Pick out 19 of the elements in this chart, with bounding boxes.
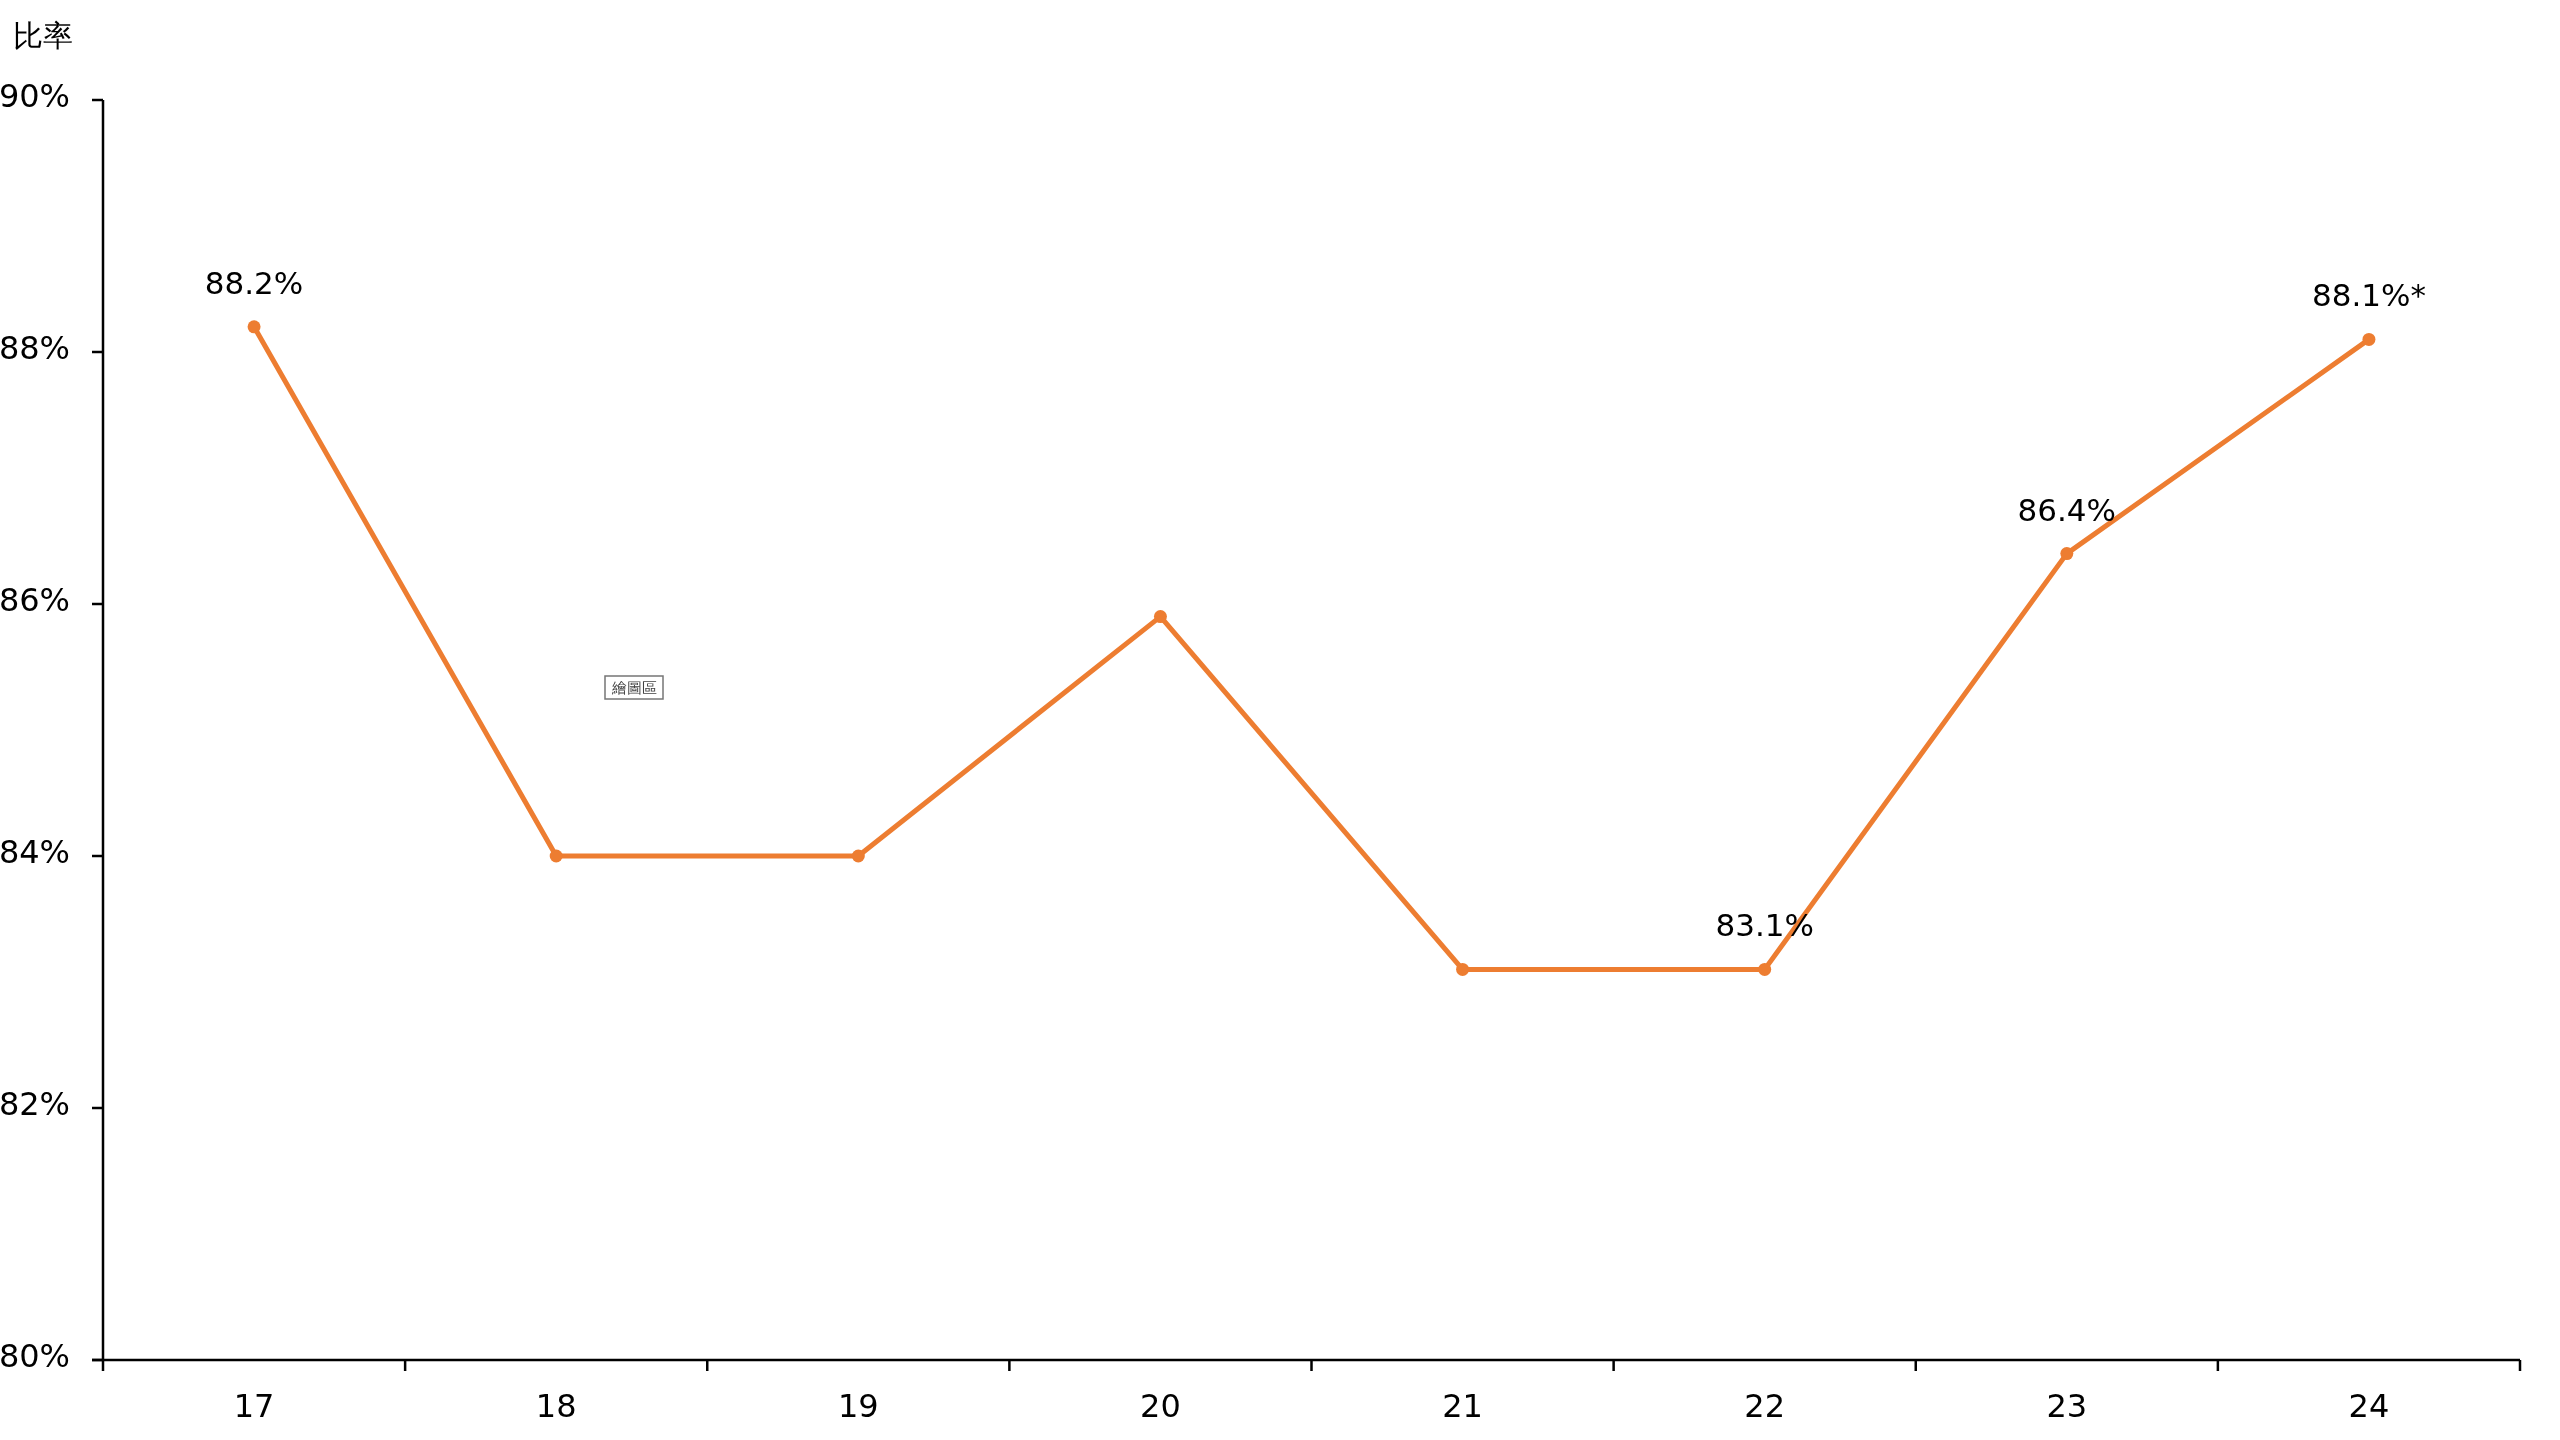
data-label: 86.4% [2017,491,2117,528]
x-tick-label: 24 [2348,1387,2390,1425]
x-tick-label: 18 [535,1387,577,1425]
data-label: 88.2% [204,264,304,301]
x-tick-label: 21 [1442,1387,1483,1425]
x-tick-label: 20 [1140,1387,1181,1425]
y-tick-label: 80% [0,1337,70,1375]
y-tick-label: 86% [0,581,70,619]
data-label: 88.1%* [2311,277,2426,314]
y-tick-label: 82% [0,1085,70,1123]
x-tick-label: 19 [837,1387,879,1425]
y-tick-label: 84% [0,833,70,871]
y-tick-label: 88% [0,329,70,367]
y-tick-label: 90% [0,77,70,115]
x-tick-label: 22 [1744,1387,1786,1425]
x-tick-label: 17 [233,1387,275,1425]
y-axis-title: 比率 [13,17,73,53]
annotation: 繪圖區 [610,679,657,697]
x-tick-label: 23 [2046,1387,2088,1425]
